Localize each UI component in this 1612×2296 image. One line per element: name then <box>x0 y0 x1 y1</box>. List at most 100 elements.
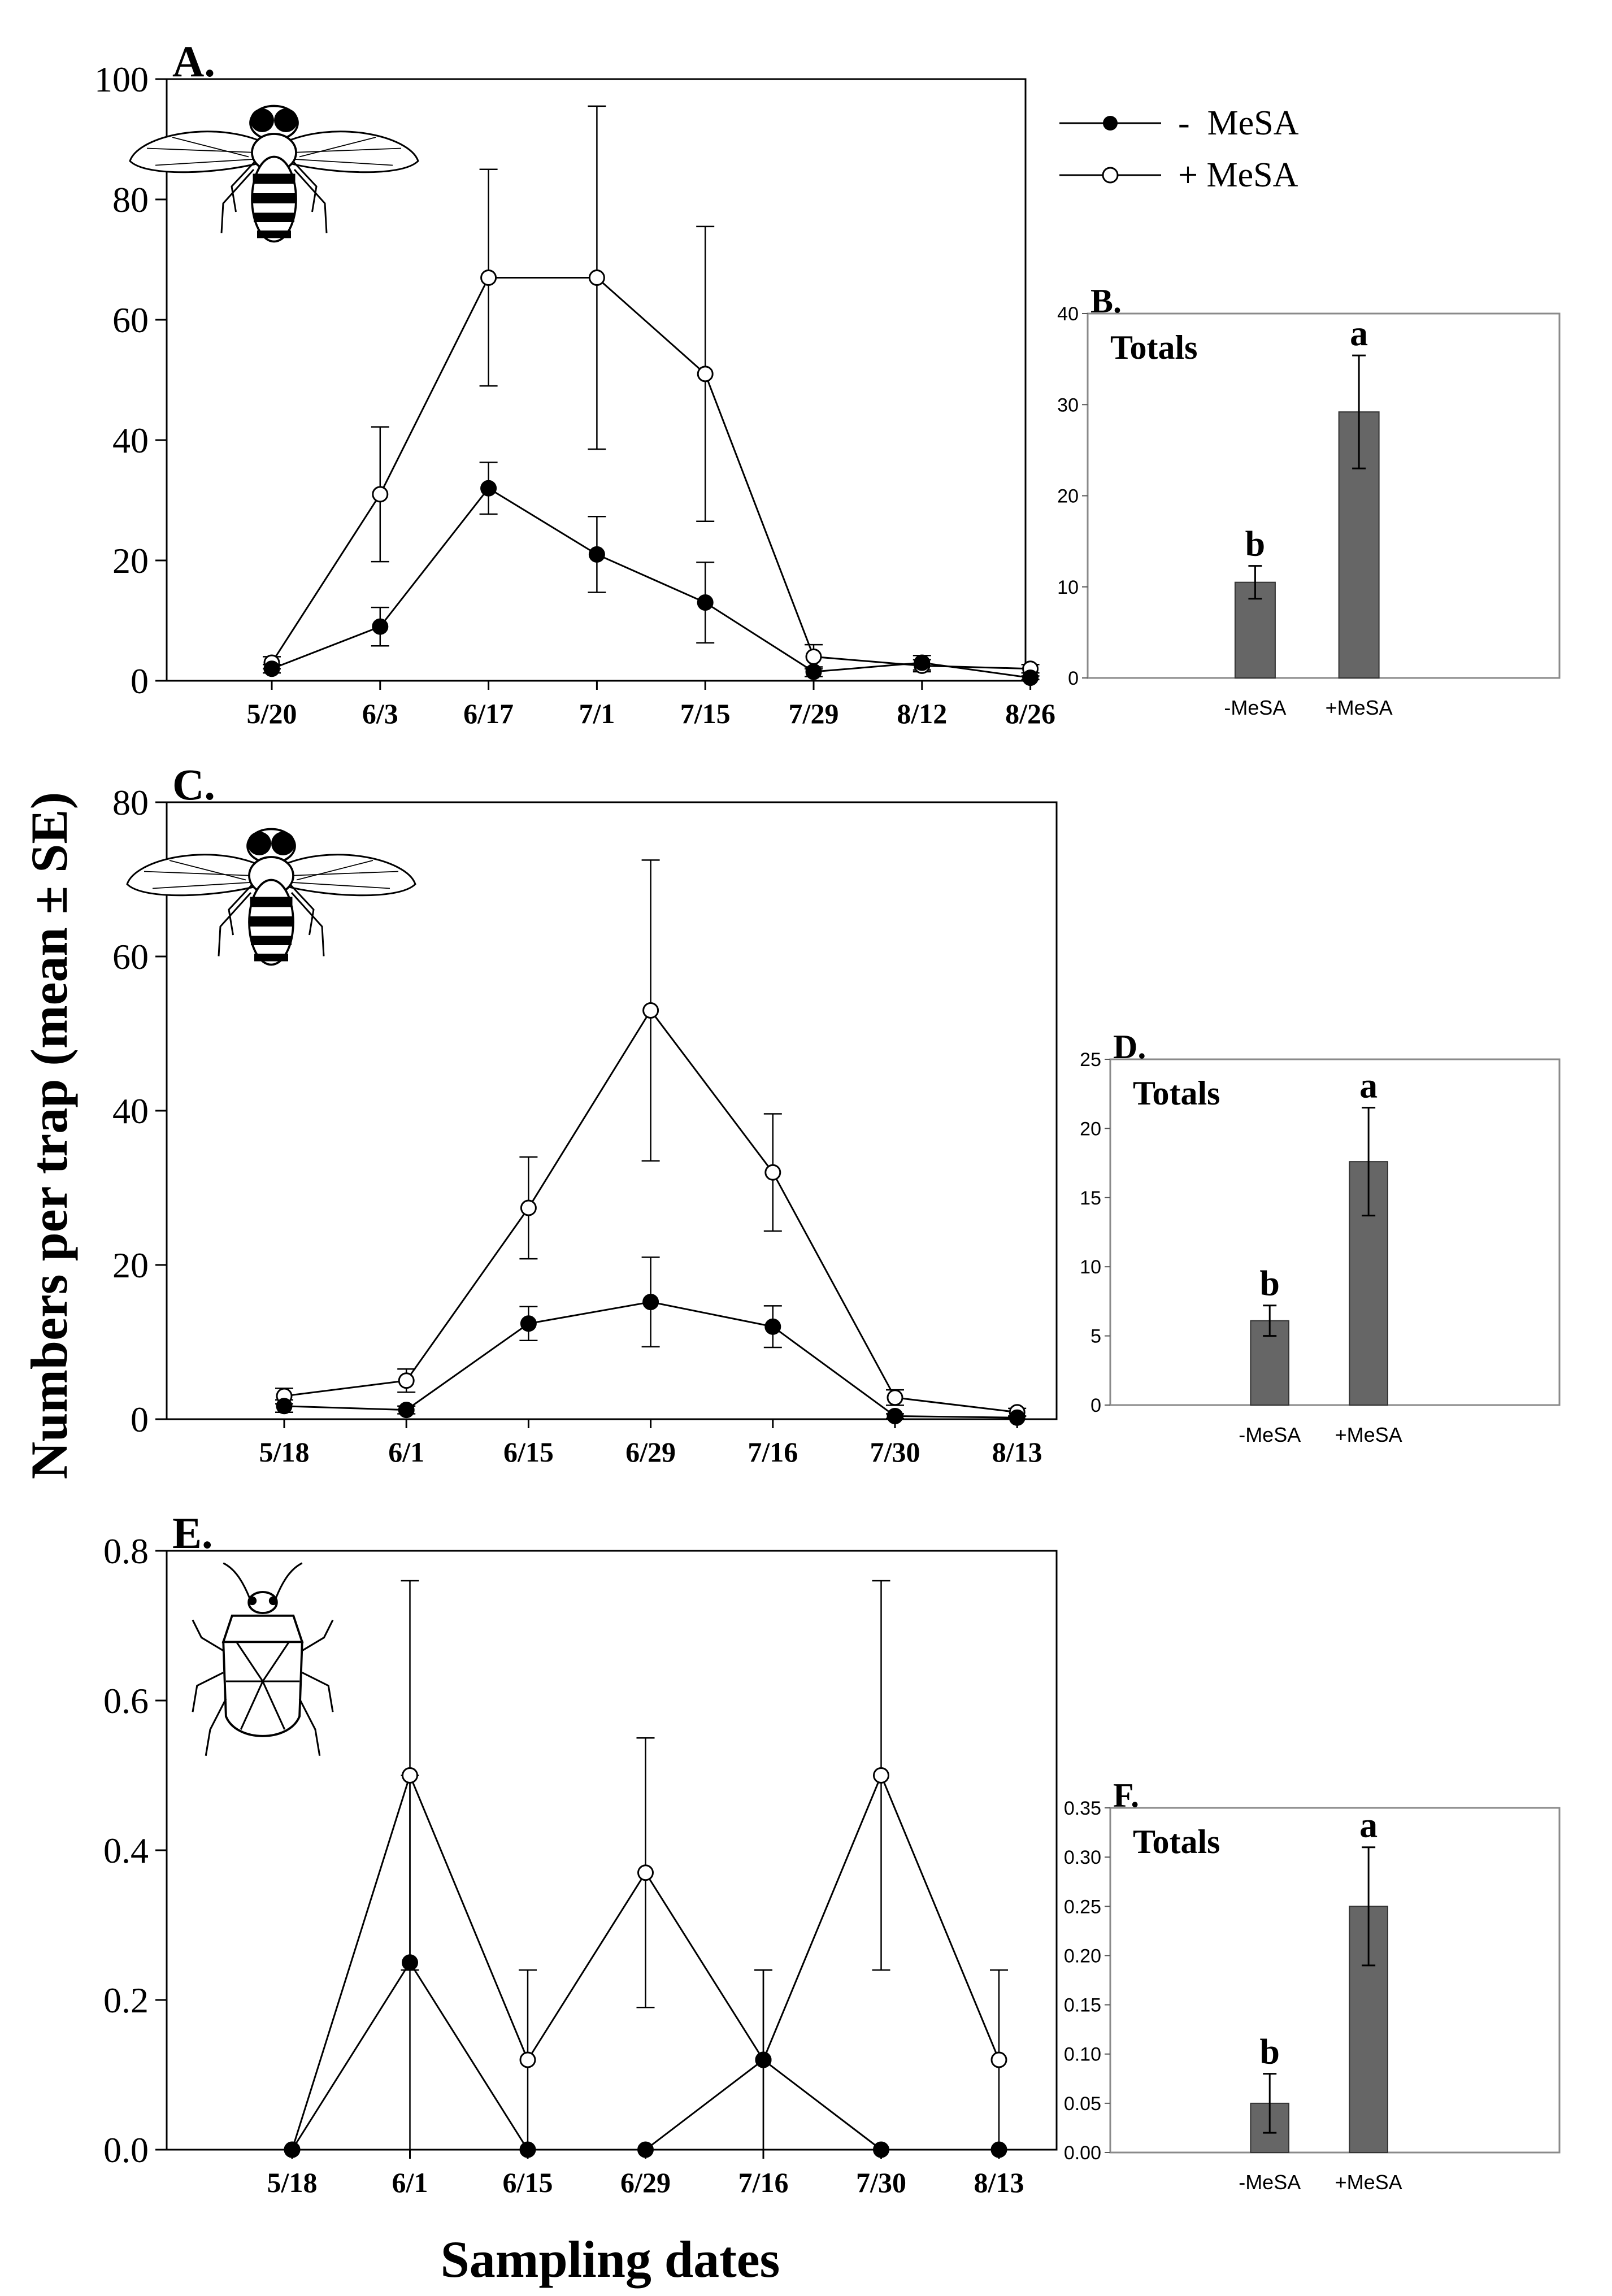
panel-label: D. <box>1113 1028 1146 1066</box>
x-tick-label: 7/30 <box>870 1436 920 1468</box>
x-tick-label: +MeSA <box>1326 696 1393 719</box>
y-tick-label: 40 <box>112 1091 149 1131</box>
x-axis-title: Sampling dates <box>441 2230 780 2288</box>
data-point-minus-mesa <box>914 654 931 671</box>
data-point-plus-mesa <box>519 2051 536 2068</box>
x-tick-label: 6/17 <box>463 698 514 729</box>
y-tick-label: 20 <box>1057 486 1079 507</box>
y-tick-label: 0.20 <box>1064 1945 1101 1967</box>
legend-label-minus-mesa: - MeSA <box>1178 104 1299 142</box>
totals-label: Totals <box>1133 1823 1220 1860</box>
x-tick-label: 7/16 <box>738 2167 789 2198</box>
x-tick-label: 6/3 <box>362 698 398 729</box>
y-tick-label: 0 <box>131 1399 149 1440</box>
plot-frame <box>1087 312 1561 679</box>
panel-c-line-chart: C. 0 20 40 60 80 5/18 6/1 6/15 6/29 7/16 7/30 8/13 <box>112 760 1058 1468</box>
y-tick-label: 15 <box>1080 1188 1101 1209</box>
y-tick-label: 0.25 <box>1064 1896 1101 1917</box>
y-tick-label: 0.00 <box>1064 2142 1101 2164</box>
x-tick-label: -MeSA <box>1239 1423 1301 1446</box>
x-tick-label: 5/20 <box>247 698 297 729</box>
y-tick-label: 60 <box>112 300 149 340</box>
y-tick-label: 10 <box>1057 577 1079 598</box>
data-point-minus-mesa <box>1022 669 1039 686</box>
x-tick-label: 6/15 <box>503 1436 554 1468</box>
y-tick-label: 0.05 <box>1064 2093 1101 2115</box>
data-point-minus-mesa <box>637 2141 654 2158</box>
y-tick-label: 0.0 <box>103 2130 149 2170</box>
x-tick-label: 8/12 <box>897 698 947 729</box>
y-tick-label: 0 <box>1068 668 1079 689</box>
data-point-minus-mesa <box>887 1408 903 1425</box>
panel-label: E. <box>172 1508 213 1558</box>
x-tick-label: 6/1 <box>388 1436 424 1468</box>
data-point-plus-mesa <box>805 648 822 665</box>
panel-b-bar-chart: B. Totals 0 10 20 30 40 b -MeSA a +MeSA <box>1057 282 1561 719</box>
plot-frame <box>1109 1807 1561 2154</box>
x-tick-label: 7/29 <box>789 698 839 729</box>
y-tick-label: 5 <box>1090 1326 1101 1347</box>
x-tick-label: 6/29 <box>625 1436 676 1468</box>
data-point-minus-mesa <box>805 663 822 680</box>
data-point-plus-mesa <box>520 1199 537 1216</box>
y-tick-label: 0 <box>131 661 149 701</box>
x-tick-label: 8/13 <box>974 2167 1024 2198</box>
data-point-plus-mesa <box>697 366 714 382</box>
data-point-plus-mesa <box>764 1164 781 1181</box>
significance-letter: b <box>1259 1263 1280 1303</box>
significance-letter: a <box>1359 1066 1378 1106</box>
y-tick-label: 0.30 <box>1064 1847 1101 1868</box>
legend-entry-plus-mesa: + MeSA <box>1059 156 1298 194</box>
x-tick-label: 6/29 <box>620 2167 671 2198</box>
y-tick-label: 0.10 <box>1064 2044 1101 2065</box>
data-point-plus-mesa <box>480 269 497 286</box>
x-tick-label: -MeSA <box>1224 696 1286 719</box>
plot-frame <box>166 78 1027 682</box>
data-point-minus-mesa <box>755 2051 772 2068</box>
x-tick-label: 5/18 <box>259 1436 310 1468</box>
data-point-minus-mesa <box>588 546 605 563</box>
data-point-minus-mesa <box>398 1402 415 1419</box>
y-tick-label: 20 <box>1080 1118 1101 1140</box>
data-point-plus-mesa <box>398 1372 415 1389</box>
x-tick-label: 7/16 <box>748 1436 798 1468</box>
panel-label: F. <box>1113 1777 1139 1814</box>
legend-marker-open <box>1102 167 1119 184</box>
y-tick-label: 0.15 <box>1064 1995 1101 2016</box>
data-point-minus-mesa <box>642 1294 659 1311</box>
data-point-minus-mesa <box>519 2141 536 2158</box>
legend-label-plus-mesa: + MeSA <box>1178 156 1298 194</box>
y-tick-label: 0.8 <box>103 1531 149 1571</box>
data-point-minus-mesa <box>263 660 280 677</box>
y-tick-label: 40 <box>1057 303 1079 325</box>
y-tick-label: 0.2 <box>103 1980 149 2020</box>
y-axis-title: Numbers per trap (mean ± SE) <box>20 792 78 1480</box>
data-point-minus-mesa <box>276 1398 293 1415</box>
legend-marker-filled <box>1103 116 1118 131</box>
y-tick-label: 0.4 <box>103 1830 149 1871</box>
plot-frame <box>1109 1058 1561 1406</box>
y-tick-label: 80 <box>112 180 149 220</box>
true-bug-icon <box>192 1562 334 1756</box>
data-point-minus-mesa <box>697 594 714 611</box>
data-point-minus-mesa <box>873 2141 889 2158</box>
data-point-minus-mesa <box>1009 1409 1026 1426</box>
data-point-minus-mesa <box>990 2141 1007 2158</box>
y-tick-label: 25 <box>1080 1049 1101 1071</box>
series-line-plus-mesa <box>271 276 1031 670</box>
y-tick-label: 0.35 <box>1064 1798 1101 1819</box>
totals-label: Totals <box>1110 329 1198 366</box>
data-point-minus-mesa <box>520 1315 537 1332</box>
data-point-minus-mesa <box>764 1318 781 1335</box>
data-point-minus-mesa <box>402 1954 418 1971</box>
y-tick-label: 100 <box>94 59 149 99</box>
x-tick-label: 8/26 <box>1005 698 1055 729</box>
data-point-minus-mesa <box>372 618 389 635</box>
y-tick-label: 20 <box>112 1245 149 1285</box>
data-point-plus-mesa <box>873 1767 889 1784</box>
legend-entry-minus-mesa: - MeSA <box>1059 104 1299 142</box>
panel-a-line-chart: A. 0 20 40 60 80 100 5/20 6/3 6/17 7/1 7/15 7/29 8/12… <box>94 37 1055 729</box>
significance-letter: a <box>1359 1805 1378 1845</box>
y-tick-label: 60 <box>112 937 149 977</box>
